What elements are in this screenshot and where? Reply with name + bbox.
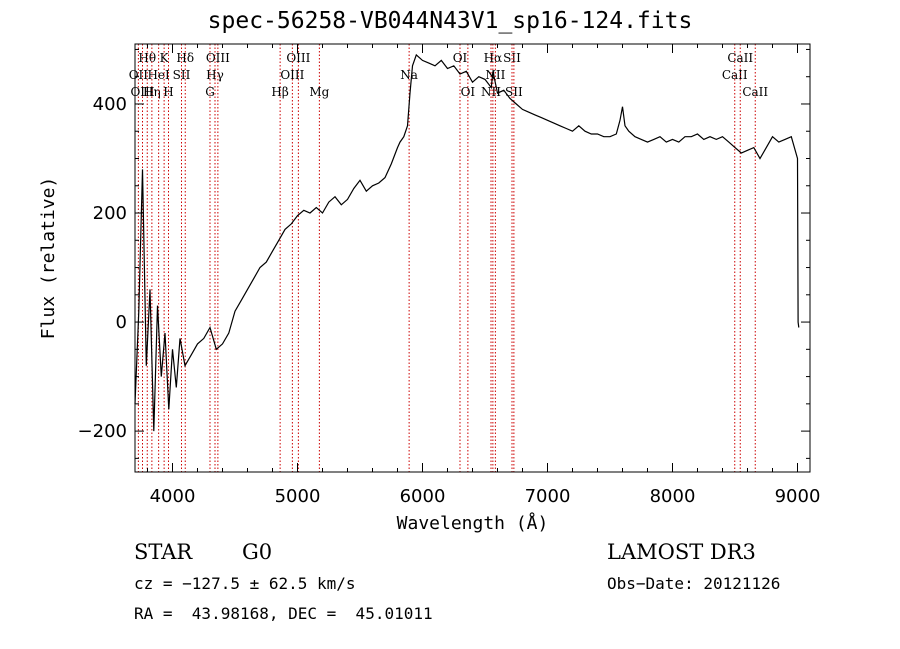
line-label: OIII	[286, 51, 310, 65]
line-label: CaII	[742, 85, 768, 99]
line-label: Hγ	[206, 68, 224, 82]
x-tick-label: 8000	[650, 486, 696, 507]
object-subclass: G0	[242, 540, 273, 564]
x-tick-label: 4000	[150, 486, 196, 507]
line-label: Hα	[484, 51, 503, 65]
x-tick-label: 9000	[775, 486, 821, 507]
line-label: OIII	[206, 51, 230, 65]
line-label: SII	[505, 85, 523, 99]
coordinates: RA = 43.98168, DEC = 45.01011	[134, 604, 433, 623]
plot-frame	[134, 43, 811, 473]
x-tick-label: 7000	[525, 486, 571, 507]
line-label: OIII	[130, 85, 154, 99]
x-tick-label: 5000	[275, 486, 321, 507]
line-label: SII	[173, 68, 191, 82]
line-label: G	[205, 85, 215, 99]
line-label: CaII	[727, 51, 753, 65]
line-label: Hη	[143, 85, 161, 99]
line-label: HeI	[147, 68, 170, 82]
y-axis-label: Flux (relative)	[38, 177, 59, 340]
y-tick-label: 400	[93, 94, 127, 115]
line-label: Mg	[309, 85, 329, 99]
line-label: Na	[400, 68, 418, 82]
line-label: Hθ	[138, 51, 156, 65]
line-label: NII	[485, 68, 505, 82]
line-label: OII	[129, 68, 149, 82]
object-class: STAR	[134, 540, 193, 564]
line-label: Hδ	[176, 51, 194, 65]
x-axis-label: Wavelength (Å)	[397, 512, 549, 534]
line-label: H	[163, 85, 173, 99]
observation-date: Obs−Date: 20121126	[607, 574, 781, 593]
x-tick-label: 6000	[400, 486, 446, 507]
line-label: OIII	[280, 68, 304, 82]
y-tick-label: 0	[116, 312, 127, 333]
y-tick-label: 200	[93, 203, 127, 224]
line-label: SII	[503, 51, 521, 65]
line-label: K	[160, 51, 170, 65]
spectrum-line	[134, 53, 800, 432]
line-label: Hβ	[271, 85, 288, 99]
line-label: OI	[453, 51, 468, 65]
survey-label: LAMOST DR3	[607, 540, 756, 564]
y-tick-label: −200	[78, 421, 127, 442]
redshift-velocity: cz = −127.5 ± 62.5 km/s	[134, 574, 356, 593]
line-label: CaII	[722, 68, 748, 82]
chart-title: spec-56258-VB044N43V1_sp16-124.fits	[207, 8, 693, 34]
line-label: OI	[461, 85, 476, 99]
